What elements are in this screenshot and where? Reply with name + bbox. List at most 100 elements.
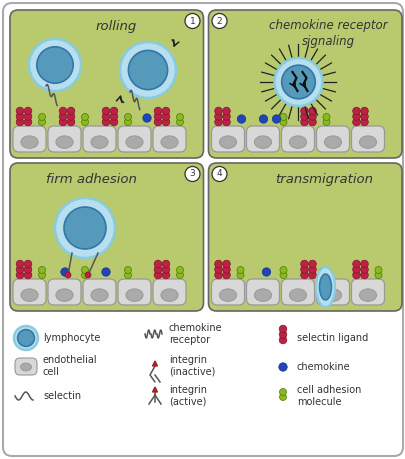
Text: integrin
(active): integrin (active): [168, 385, 207, 407]
Circle shape: [352, 113, 359, 120]
Polygon shape: [152, 361, 157, 366]
Circle shape: [24, 271, 32, 279]
Text: lymphocyte: lymphocyte: [43, 333, 100, 343]
Ellipse shape: [17, 330, 34, 347]
Circle shape: [154, 266, 162, 273]
Circle shape: [124, 272, 131, 279]
Circle shape: [162, 266, 169, 273]
Circle shape: [24, 107, 32, 115]
Circle shape: [222, 113, 230, 120]
Circle shape: [38, 272, 45, 279]
FancyBboxPatch shape: [211, 279, 244, 305]
Circle shape: [300, 266, 307, 273]
Circle shape: [102, 107, 109, 115]
Circle shape: [81, 113, 88, 121]
FancyBboxPatch shape: [118, 126, 151, 152]
Circle shape: [308, 271, 315, 279]
Circle shape: [279, 113, 286, 121]
Circle shape: [16, 113, 24, 120]
Circle shape: [308, 266, 315, 273]
Circle shape: [214, 260, 222, 268]
Ellipse shape: [160, 289, 178, 302]
Ellipse shape: [160, 136, 178, 148]
Circle shape: [85, 272, 91, 278]
Circle shape: [279, 267, 286, 274]
Circle shape: [16, 118, 24, 126]
Text: 4: 4: [216, 169, 222, 179]
Ellipse shape: [126, 136, 143, 148]
Text: 1: 1: [189, 17, 195, 26]
Circle shape: [360, 271, 367, 279]
Circle shape: [322, 113, 329, 121]
Circle shape: [308, 118, 315, 126]
Circle shape: [214, 271, 222, 279]
Circle shape: [214, 118, 222, 126]
Circle shape: [360, 266, 367, 273]
Circle shape: [16, 266, 24, 273]
Circle shape: [154, 118, 162, 126]
FancyBboxPatch shape: [83, 279, 116, 305]
FancyBboxPatch shape: [153, 126, 185, 152]
Circle shape: [176, 272, 183, 279]
Text: chemokine: chemokine: [296, 362, 350, 372]
Ellipse shape: [274, 58, 322, 106]
Circle shape: [38, 118, 45, 125]
Ellipse shape: [219, 289, 236, 302]
FancyBboxPatch shape: [316, 126, 349, 152]
FancyBboxPatch shape: [351, 279, 384, 305]
Circle shape: [272, 115, 280, 123]
Circle shape: [102, 113, 109, 120]
Circle shape: [360, 260, 367, 268]
Ellipse shape: [324, 289, 341, 302]
FancyBboxPatch shape: [208, 163, 401, 311]
Ellipse shape: [281, 65, 315, 99]
Circle shape: [279, 118, 286, 125]
FancyBboxPatch shape: [15, 358, 37, 375]
Ellipse shape: [324, 136, 341, 148]
Circle shape: [24, 260, 32, 268]
Ellipse shape: [91, 289, 108, 302]
Circle shape: [124, 113, 131, 121]
Circle shape: [124, 118, 131, 125]
FancyBboxPatch shape: [10, 163, 203, 311]
Ellipse shape: [21, 136, 38, 148]
Ellipse shape: [91, 136, 108, 148]
Ellipse shape: [254, 136, 271, 148]
Circle shape: [214, 113, 222, 120]
Circle shape: [279, 330, 286, 338]
FancyBboxPatch shape: [246, 126, 279, 152]
Circle shape: [59, 113, 67, 120]
Circle shape: [81, 118, 88, 125]
FancyBboxPatch shape: [48, 126, 81, 152]
Circle shape: [38, 113, 45, 121]
Ellipse shape: [219, 136, 236, 148]
Text: selectin ligand: selectin ligand: [296, 333, 367, 343]
Circle shape: [237, 267, 243, 274]
Circle shape: [279, 336, 286, 344]
FancyBboxPatch shape: [211, 126, 244, 152]
Circle shape: [16, 271, 24, 279]
Polygon shape: [152, 387, 157, 392]
Text: 3: 3: [189, 169, 195, 179]
FancyBboxPatch shape: [246, 279, 279, 305]
Ellipse shape: [315, 267, 334, 307]
Circle shape: [67, 107, 75, 115]
Text: cell adhesion
molecule: cell adhesion molecule: [296, 385, 360, 407]
Circle shape: [61, 268, 69, 276]
Circle shape: [279, 393, 286, 401]
Circle shape: [322, 118, 329, 125]
Ellipse shape: [254, 289, 271, 302]
Circle shape: [16, 260, 24, 268]
Circle shape: [352, 260, 359, 268]
Circle shape: [81, 267, 88, 274]
Circle shape: [352, 271, 359, 279]
Circle shape: [24, 118, 32, 126]
FancyBboxPatch shape: [281, 279, 314, 305]
Circle shape: [278, 363, 286, 371]
Circle shape: [110, 107, 117, 115]
Circle shape: [154, 107, 162, 115]
Text: rolling: rolling: [96, 20, 137, 33]
FancyBboxPatch shape: [13, 279, 46, 305]
FancyBboxPatch shape: [48, 279, 81, 305]
Text: endothelial
cell: endothelial cell: [43, 355, 97, 377]
